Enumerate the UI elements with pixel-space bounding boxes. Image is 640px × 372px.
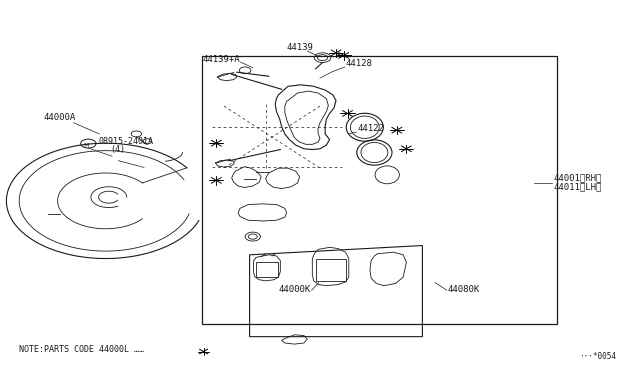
Text: 44000A: 44000A [44, 113, 76, 122]
Bar [316, 259, 346, 281]
Text: 44122: 44122 [357, 124, 384, 133]
Text: 44000K: 44000K [278, 285, 310, 294]
Text: ···*0054: ···*0054 [579, 352, 616, 361]
Text: 44011〈LH〉: 44011〈LH〉 [554, 183, 602, 192]
Text: 44139+A: 44139+A [202, 55, 240, 64]
Text: 44128: 44128 [346, 59, 372, 68]
Text: M: M [83, 142, 88, 148]
Text: 44139: 44139 [287, 43, 314, 52]
Text: 44001〈RH〉: 44001〈RH〉 [554, 173, 602, 182]
Bar [202, 56, 557, 324]
Text: 44080K: 44080K [448, 285, 480, 294]
Text: 08915-2401A: 08915-2401A [99, 137, 154, 146]
Text: NOTE:PARTS CODE 44000L ……: NOTE:PARTS CODE 44000L …… [19, 344, 149, 353]
Text: (4): (4) [110, 145, 125, 154]
Bar [256, 262, 278, 277]
